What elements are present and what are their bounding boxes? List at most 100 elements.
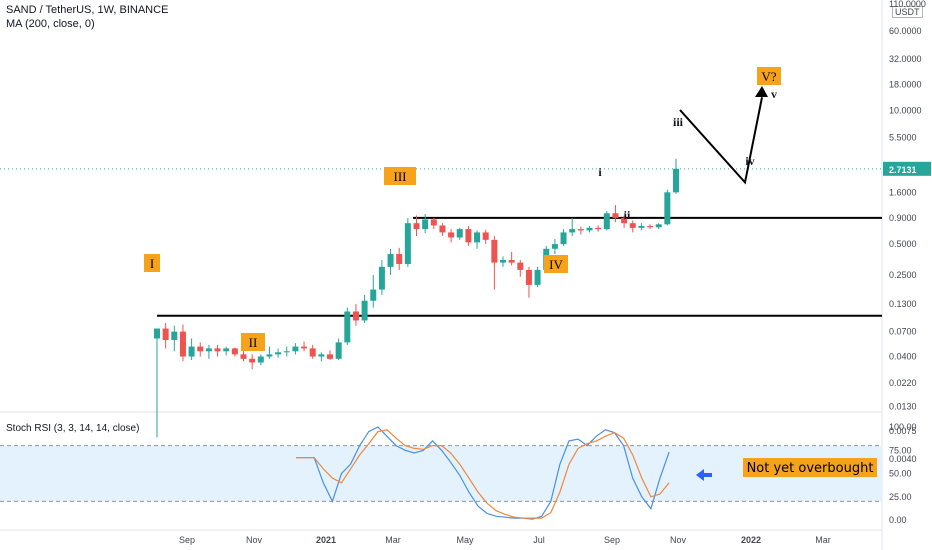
candle-body-down — [249, 358, 256, 363]
candle-body-down — [482, 232, 489, 240]
subwave-label: ii — [624, 208, 631, 222]
candle-body-up — [378, 266, 385, 290]
candle-body-up — [569, 229, 576, 233]
price-tick-label: 0.0075 — [889, 426, 917, 436]
time-tick-label: Nov — [246, 535, 263, 545]
subwave-label: iii — [673, 115, 684, 129]
candle-body-up — [344, 311, 351, 343]
candle-body-down — [491, 239, 498, 263]
price-tick-label: 0.0220 — [889, 378, 917, 388]
price-tick-label: 0.0040 — [889, 454, 917, 464]
oscillator-tick-label: 25.00 — [889, 492, 912, 502]
oscillator-tick-label: 75.00 — [889, 445, 912, 455]
candle-body-up — [404, 223, 411, 264]
candle-body-down — [517, 262, 524, 270]
wave-label-box — [384, 167, 416, 185]
price-tick-label: 0.0400 — [889, 352, 917, 362]
candle-body-down — [577, 229, 584, 231]
wave-label: V? — [761, 69, 776, 84]
candle-body-up — [534, 269, 541, 285]
candle-body-up — [551, 244, 558, 249]
wave-label: I — [150, 256, 154, 271]
last-price-label: 2.7131 — [889, 165, 917, 175]
candle-body-down — [327, 354, 333, 359]
candle-body-down — [621, 217, 628, 224]
ma-indicator-label: MA (200, close, 0) — [6, 18, 95, 30]
candle-body-up — [456, 229, 463, 238]
candle-body-down — [197, 346, 204, 352]
wave-label: III — [394, 169, 407, 184]
stoch-rsi-d-line — [296, 429, 670, 519]
candle-body-down — [301, 346, 308, 349]
candle-body-up — [673, 168, 679, 193]
candle-body-down — [647, 226, 654, 228]
currency-badge[interactable]: USDT — [892, 6, 923, 18]
wave-label-box — [757, 67, 781, 85]
candle-body-up — [292, 346, 299, 352]
candle-body-down — [465, 229, 472, 243]
wave-label-box — [144, 254, 160, 272]
candle-body-up — [257, 356, 264, 363]
candle-body-down — [162, 328, 169, 340]
price-tick-label: 0.0700 — [889, 327, 917, 337]
price-tick-label: 0.1300 — [889, 299, 917, 309]
wave-projection-path — [679, 97, 763, 185]
candle-body-down — [240, 354, 247, 359]
candle-body-up — [370, 289, 377, 301]
candle-body-up — [638, 226, 645, 228]
note-box — [743, 458, 877, 477]
stoch-rsi-label: Stoch RSI (3, 3, 14, 14, close) — [6, 423, 139, 434]
candle-body-down — [430, 219, 437, 226]
price-tick-label: 60.0000 — [889, 26, 922, 36]
price-tick-label: 32.0000 — [889, 54, 922, 64]
price-tick-label: 0.9000 — [889, 213, 917, 223]
price-tick-label: 0.2500 — [889, 270, 917, 280]
stoch-rsi-k-line — [296, 426, 670, 520]
candle-body-up — [500, 259, 506, 263]
oscillator-tick-label: 100.00 — [889, 422, 917, 432]
price-tick-label: 5.5000 — [889, 132, 917, 142]
candle-body-up — [361, 300, 368, 321]
candle-body-down — [231, 348, 238, 355]
candle-body-down — [214, 348, 221, 352]
candle-body-up — [664, 192, 671, 225]
candle-body-up — [603, 213, 610, 230]
candle-body-down — [309, 348, 316, 357]
subwave-label: iv — [745, 154, 754, 168]
candle-body-down — [396, 254, 403, 264]
candle-body-up — [283, 351, 290, 353]
candle-body-up — [171, 331, 178, 340]
candle-body-up — [275, 352, 282, 355]
candle-body-down — [179, 331, 186, 357]
subwave-label: i — [598, 165, 602, 179]
candle-body-up — [223, 348, 230, 352]
candle-body-down — [595, 227, 602, 230]
candle-body-up — [655, 224, 662, 228]
time-tick-label: Nov — [670, 535, 687, 545]
candle-body-up — [154, 328, 160, 339]
time-tick-label: May — [456, 535, 474, 545]
candle-body-down — [352, 311, 359, 321]
price-tick-label: 0.0130 — [889, 402, 917, 412]
candle-body-down — [448, 232, 455, 238]
candle-body-down — [612, 213, 619, 218]
candle-body-up — [422, 219, 429, 230]
wave-label-box — [544, 255, 568, 273]
subwave-label: v — [771, 87, 777, 101]
oscillator-tick-label: 50.00 — [889, 469, 912, 479]
price-tick-label: 1.6000 — [889, 187, 917, 197]
price-tick-label: 0.5000 — [889, 239, 917, 249]
candle-body-down — [629, 223, 636, 228]
candle-body-up — [188, 346, 195, 357]
price-tick-label: 10.0000 — [889, 106, 922, 116]
candle-body-down — [525, 269, 532, 285]
chart-title: SAND / TetherUS, 1W, BINANCE — [6, 4, 169, 16]
time-tick-label: Sep — [604, 535, 620, 545]
candle-body-up — [387, 254, 394, 267]
time-tick-label: Mar — [815, 535, 831, 545]
candle-body-down — [413, 223, 420, 230]
candle-body-up — [318, 354, 325, 357]
candle-body-up — [266, 354, 273, 357]
time-tick-label: Jul — [533, 535, 545, 545]
